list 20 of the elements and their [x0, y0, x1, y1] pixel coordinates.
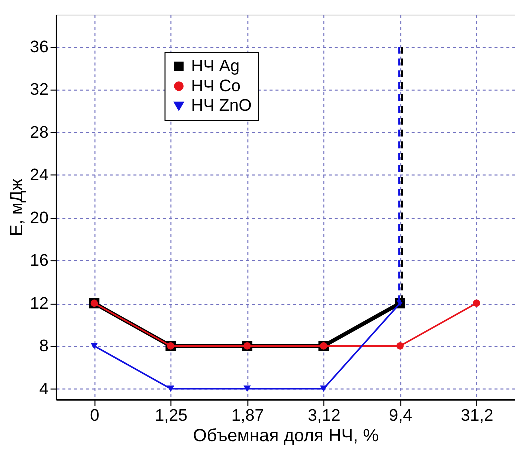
x-tick-label: 0 — [90, 406, 100, 425]
y-tick-label: 32 — [30, 80, 49, 100]
x-tick-label: 31,2 — [460, 406, 494, 425]
y-tick-label: 20 — [30, 208, 49, 228]
legend-label: НЧ Ag — [191, 56, 240, 76]
y-tick-label: 36 — [30, 37, 49, 56]
x-tick-label: 3,12 — [308, 406, 341, 425]
legend-label: НЧ ZnO — [191, 96, 252, 116]
y-axis-title: E, мДж — [6, 178, 26, 237]
x-tick-label: 1,25 — [155, 406, 188, 425]
legend-label: НЧ Co — [191, 76, 241, 96]
y-tick-label: 28 — [30, 122, 49, 142]
x-tick-label: 9,4 — [389, 406, 412, 425]
y-tick-label: 24 — [30, 166, 49, 185]
x-tick-label: 1,87 — [232, 406, 264, 425]
x-axis-title: Объемная доля НЧ, % — [193, 426, 380, 446]
y-tick-label: 8 — [40, 336, 49, 356]
y-tick-label: 16 — [30, 251, 49, 270]
y-tick-label: 12 — [30, 294, 49, 313]
y-tick-label: 4 — [40, 379, 49, 398]
